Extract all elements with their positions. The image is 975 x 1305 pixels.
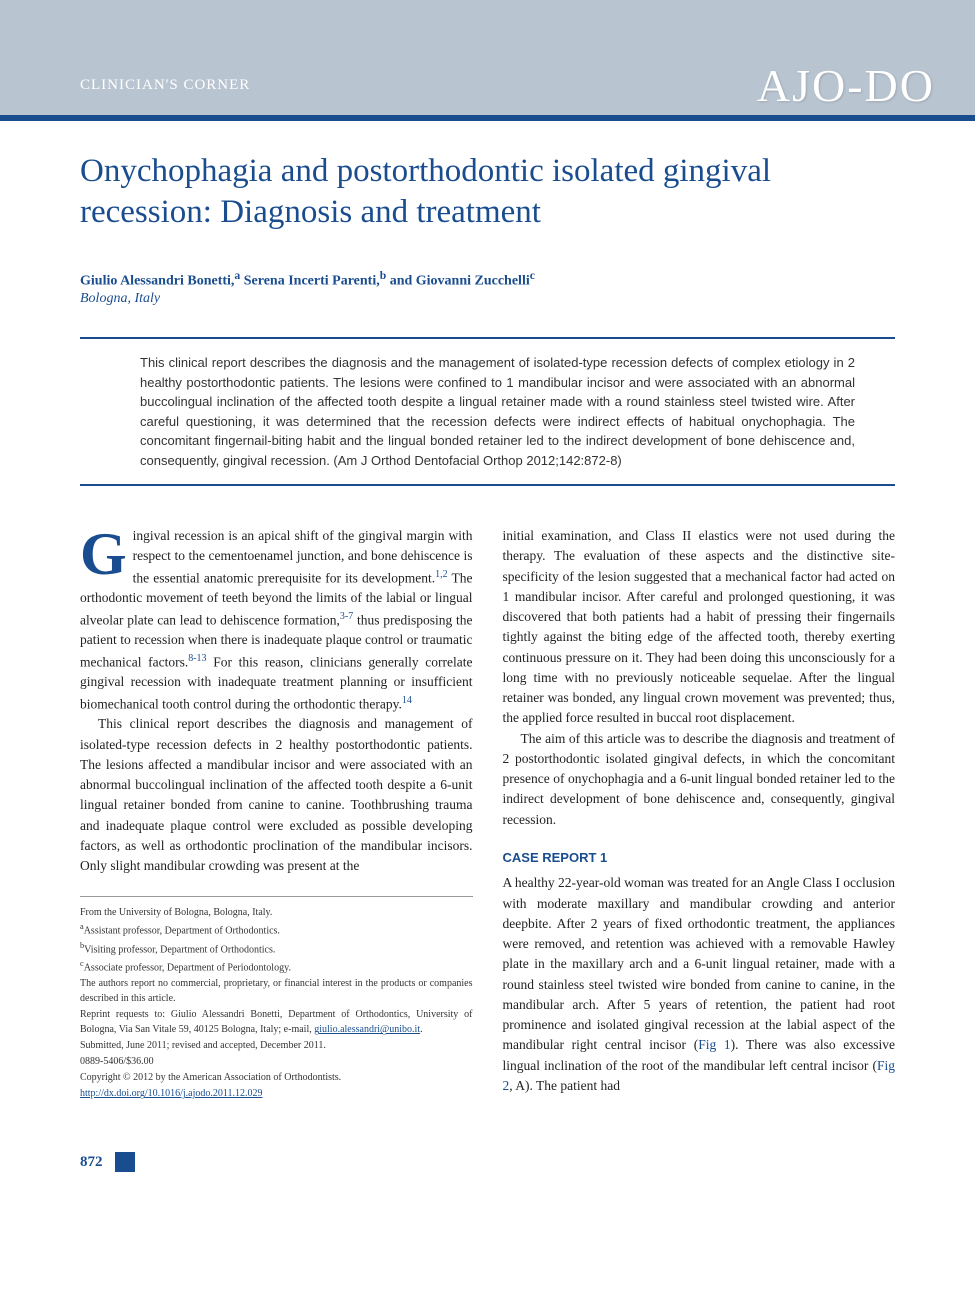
left-column: Gingival recession is an apical shift of…: [80, 526, 473, 1102]
footnote-issn: 0889-5406/$36.00: [80, 1054, 473, 1069]
case-report-heading: CASE REPORT 1: [503, 848, 896, 868]
header-band: CLINICIAN'S CORNER AJO-DO: [0, 55, 975, 115]
authors: Giulio Alessandri Bonetti,a Serena Incer…: [80, 269, 895, 290]
page-footer: 872: [0, 1142, 975, 1202]
footnotes: From the University of Bologna, Bologna,…: [80, 896, 473, 1101]
footnote-b: bVisiting professor, Department of Ortho…: [80, 940, 473, 957]
footnote-submitted: Submitted, June 2011; revised and accept…: [80, 1038, 473, 1053]
email-link[interactable]: giulio.alessandri@unibo.it: [314, 1024, 420, 1035]
abstract: This clinical report describes the diagn…: [80, 337, 895, 486]
paragraph: The aim of this article was to describe …: [503, 729, 896, 830]
journal-logo: AJO-DO: [757, 59, 935, 112]
section-label: CLINICIAN'S CORNER: [80, 77, 250, 94]
top-strip: [0, 0, 975, 55]
footnote-conflict: The authors report no commercial, propri…: [80, 976, 473, 1006]
body-columns: Gingival recession is an apical shift of…: [80, 526, 895, 1102]
footer-block-icon: [115, 1152, 135, 1172]
footnote-doi: http://dx.doi.org/10.1016/j.ajodo.2011.1…: [80, 1086, 473, 1101]
page-number: 872: [80, 1154, 103, 1171]
footnote-a: aAssistant professor, Department of Orth…: [80, 921, 473, 938]
paragraph: Gingival recession is an apical shift of…: [80, 526, 473, 714]
footnote-from: From the University of Bologna, Bologna,…: [80, 905, 473, 920]
footnote-copyright: Copyright © 2012 by the American Associa…: [80, 1070, 473, 1085]
affiliation: Bologna, Italy: [80, 291, 895, 307]
doi-link[interactable]: http://dx.doi.org/10.1016/j.ajodo.2011.1…: [80, 1088, 263, 1099]
article-title: Onychophagia and postorthodontic isolate…: [80, 151, 895, 234]
footnote-reprint: Reprint requests to: Giulio Alessandri B…: [80, 1007, 473, 1037]
paragraph: This clinical report describes the diagn…: [80, 714, 473, 876]
paragraph: A healthy 22-year-old woman was treated …: [503, 873, 896, 1096]
right-column: initial examination, and Class II elasti…: [503, 526, 896, 1102]
footnote-c: cAssociate professor, Department of Peri…: [80, 958, 473, 975]
article-content: Onychophagia and postorthodontic isolate…: [0, 121, 975, 1142]
paragraph: initial examination, and Class II elasti…: [503, 526, 896, 729]
